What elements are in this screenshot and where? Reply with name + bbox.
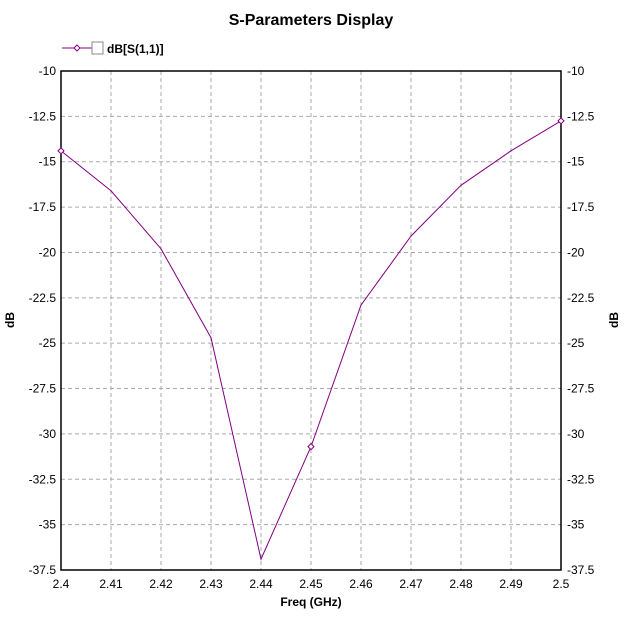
legend-checkbox[interactable] [91, 41, 104, 55]
y-tick-label-left: -10 [39, 64, 57, 78]
y-tick-label-left: -37.5 [29, 563, 57, 577]
x-tick-label: 2.49 [499, 577, 523, 591]
data-point-marker [307, 442, 315, 451]
y-axis-label-left: dB [3, 312, 17, 328]
y-tick-label-right: -20 [567, 245, 585, 259]
data-point [110, 190, 112, 192]
y-tick-label-left: -22.5 [29, 291, 57, 305]
y-tick-label-left: -20 [39, 245, 57, 259]
y-tick-label-right: -22.5 [567, 291, 595, 305]
y-tick-label-right: -35 [567, 518, 585, 532]
data-point [460, 184, 462, 186]
x-tick-label: 2.42 [149, 577, 173, 591]
y-tick-label-left: -25 [39, 336, 57, 350]
y-tick-label-right: -10 [567, 64, 585, 78]
y-tick-label-right: -27.5 [567, 382, 595, 396]
x-tick-label: 2.4 [53, 577, 70, 591]
data-point [260, 558, 262, 560]
x-tick-label: 2.47 [399, 577, 423, 591]
legend[interactable]: dB[S(1,1)] [62, 41, 164, 56]
y-tick-label-left: -15 [39, 155, 57, 169]
data-point [510, 150, 512, 152]
y-tick-label-right: -30 [567, 427, 585, 441]
y-tick-label-right: -15 [567, 155, 585, 169]
data-point-marker [557, 117, 565, 125]
chart-title: S-Parameters Display [229, 12, 394, 29]
y-tick-label-right: -25 [567, 336, 585, 350]
data-point [360, 304, 362, 306]
y-tick-label-left: -27.5 [29, 382, 57, 396]
x-tick-label: 2.44 [249, 577, 273, 591]
x-tick-label: 2.41 [99, 577, 123, 591]
y-tick-label-left: -32.5 [29, 472, 57, 486]
x-tick-label: 2.43 [199, 577, 223, 591]
data-point [210, 337, 212, 339]
data-point [410, 235, 412, 237]
y-tick-label-left: -17.5 [29, 200, 57, 214]
x-axis-label: Freq (GHz) [280, 595, 341, 609]
x-tick-label: 2.46 [349, 577, 373, 591]
data-point [160, 248, 162, 250]
x-tick-label: 2.5 [553, 577, 570, 591]
y-tick-label-right: -12.5 [567, 109, 595, 123]
x-tick-label: 2.48 [449, 577, 473, 591]
y-tick-label-right: -32.5 [567, 472, 595, 486]
y-tick-label-left: -35 [39, 518, 57, 532]
y-tick-label-right: -37.5 [567, 563, 595, 577]
y-tick-label-right: -17.5 [567, 200, 595, 214]
y-tick-label-left: -30 [39, 427, 57, 441]
x-tick-label: 2.45 [299, 577, 323, 591]
y-axis-label-right: dB [607, 312, 621, 328]
plot-area-border [60, 70, 562, 571]
legend-label: dB[S(1,1)] [107, 42, 164, 56]
legend-marker-icon [73, 44, 81, 52]
y-tick-label-left: -12.5 [29, 109, 57, 123]
data-point-marker [57, 147, 65, 155]
